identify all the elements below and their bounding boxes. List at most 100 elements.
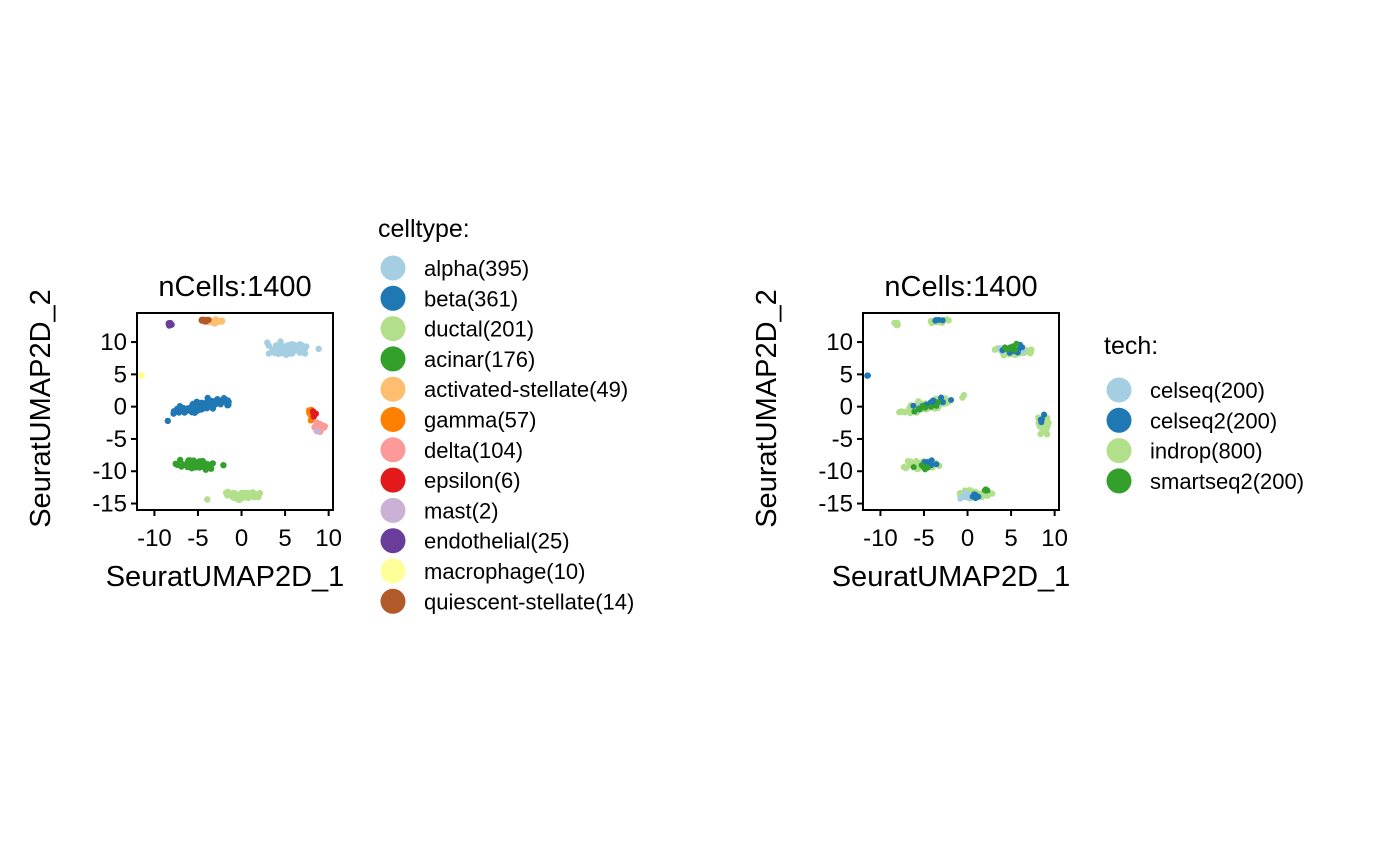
data-point (215, 318, 222, 325)
data-point (285, 345, 292, 352)
y-tick-label: -10 (92, 458, 127, 485)
legend-label: indrop(800) (1150, 439, 1263, 464)
data-point (911, 408, 918, 415)
y-tick-label: -15 (818, 491, 853, 518)
x-tick-label: 5 (1004, 525, 1017, 552)
legend-label: endothelial(25) (424, 529, 570, 554)
y-tick-label: 5 (840, 361, 853, 388)
series-3 (172, 456, 227, 473)
data-point (1038, 419, 1045, 426)
data-point (318, 421, 325, 429)
x-tick-label: 10 (315, 525, 342, 552)
data-point (176, 403, 184, 410)
series-0 (264, 338, 322, 359)
legend-label: quiescent-stellate(14) (424, 589, 634, 614)
data-point (170, 410, 177, 417)
data-point (212, 399, 219, 406)
data-point (207, 399, 214, 406)
legend-label: smartseq2(200) (1150, 469, 1304, 494)
data-point (207, 465, 215, 472)
data-point (898, 408, 905, 415)
legend-label: macrophage(10) (424, 559, 585, 584)
data-point (265, 350, 272, 357)
data-point (209, 460, 216, 467)
legend-label: beta(361) (424, 286, 518, 311)
data-point (1013, 340, 1020, 347)
data-point (200, 403, 207, 411)
legend-key (1106, 377, 1132, 403)
legend-label: alpha(395) (424, 256, 529, 281)
chart-title: nCells:1400 (884, 271, 1037, 303)
data-point (1043, 431, 1051, 438)
series-8 (313, 427, 321, 435)
legend-key (1106, 438, 1132, 464)
data-point (192, 402, 199, 409)
legend-key (380, 588, 406, 614)
x-tick-label: -5 (913, 525, 934, 552)
legend-label: mast(2) (424, 498, 499, 523)
data-point (224, 492, 231, 499)
data-point (264, 339, 271, 346)
data-point (172, 460, 179, 467)
y-axis-title: SeuratUMAP2D_2 (25, 289, 57, 528)
data-point (1028, 346, 1035, 353)
data-point (928, 403, 934, 410)
scatter-points (137, 316, 328, 503)
series-9 (165, 319, 175, 329)
legend-key (380, 376, 406, 402)
y-tick-label: 0 (114, 394, 127, 421)
series-3 (910, 340, 1020, 494)
scatter-points (864, 316, 1052, 502)
data-point (165, 320, 173, 327)
data-point (933, 402, 940, 409)
data-point (313, 427, 320, 435)
y-tick-label: 5 (114, 361, 127, 388)
x-axis-title: SeuratUMAP2D_1 (106, 561, 345, 593)
x-tick-label: -10 (137, 525, 172, 552)
data-point (1006, 344, 1013, 351)
data-point (184, 405, 191, 413)
data-point (948, 397, 955, 403)
data-point (202, 318, 209, 325)
legend-key (380, 346, 406, 372)
data-point (193, 462, 200, 470)
chart-title: nCells:1400 (158, 271, 311, 303)
data-point (1041, 411, 1048, 418)
series-1 (164, 394, 232, 425)
data-point (1019, 344, 1025, 351)
plot-border (136, 312, 334, 511)
data-point (218, 399, 225, 406)
legend-label: ductal(201) (424, 317, 534, 342)
legend-label: gamma(57) (424, 408, 536, 433)
legend-key (380, 467, 406, 493)
data-point (932, 317, 939, 324)
data-point (920, 463, 927, 470)
data-point (234, 494, 242, 501)
x-axis-title: SeuratUMAP2D_1 (832, 561, 1071, 593)
data-point (959, 394, 966, 401)
chart-panel-1: nCells:1400 -10 -5 0 5 10 -15 -10 -5 0 5 10 SeuratUM… (25, 215, 634, 614)
y-tick-label: 10 (826, 329, 853, 356)
data-point (290, 347, 298, 354)
y-tick-label: -10 (818, 458, 853, 485)
data-point (971, 491, 978, 498)
x-tick-label: 0 (235, 525, 248, 552)
data-point (204, 496, 211, 503)
data-point (164, 417, 171, 425)
data-point (961, 492, 968, 499)
y-tick-label: -5 (832, 426, 853, 453)
data-point (939, 317, 946, 324)
data-point (250, 489, 257, 497)
data-point (924, 459, 931, 465)
data-point (910, 402, 917, 409)
legend-key (380, 407, 406, 432)
y-axis-title: SeuratUMAP2D_2 (751, 289, 783, 528)
data-point (894, 319, 901, 327)
data-point (900, 463, 908, 471)
legend-title: celltype: (378, 215, 470, 243)
data-point (310, 413, 317, 420)
legend-key (380, 285, 406, 311)
x-tick-label: -5 (187, 525, 208, 552)
series-11 (198, 316, 212, 325)
data-point (940, 399, 946, 406)
